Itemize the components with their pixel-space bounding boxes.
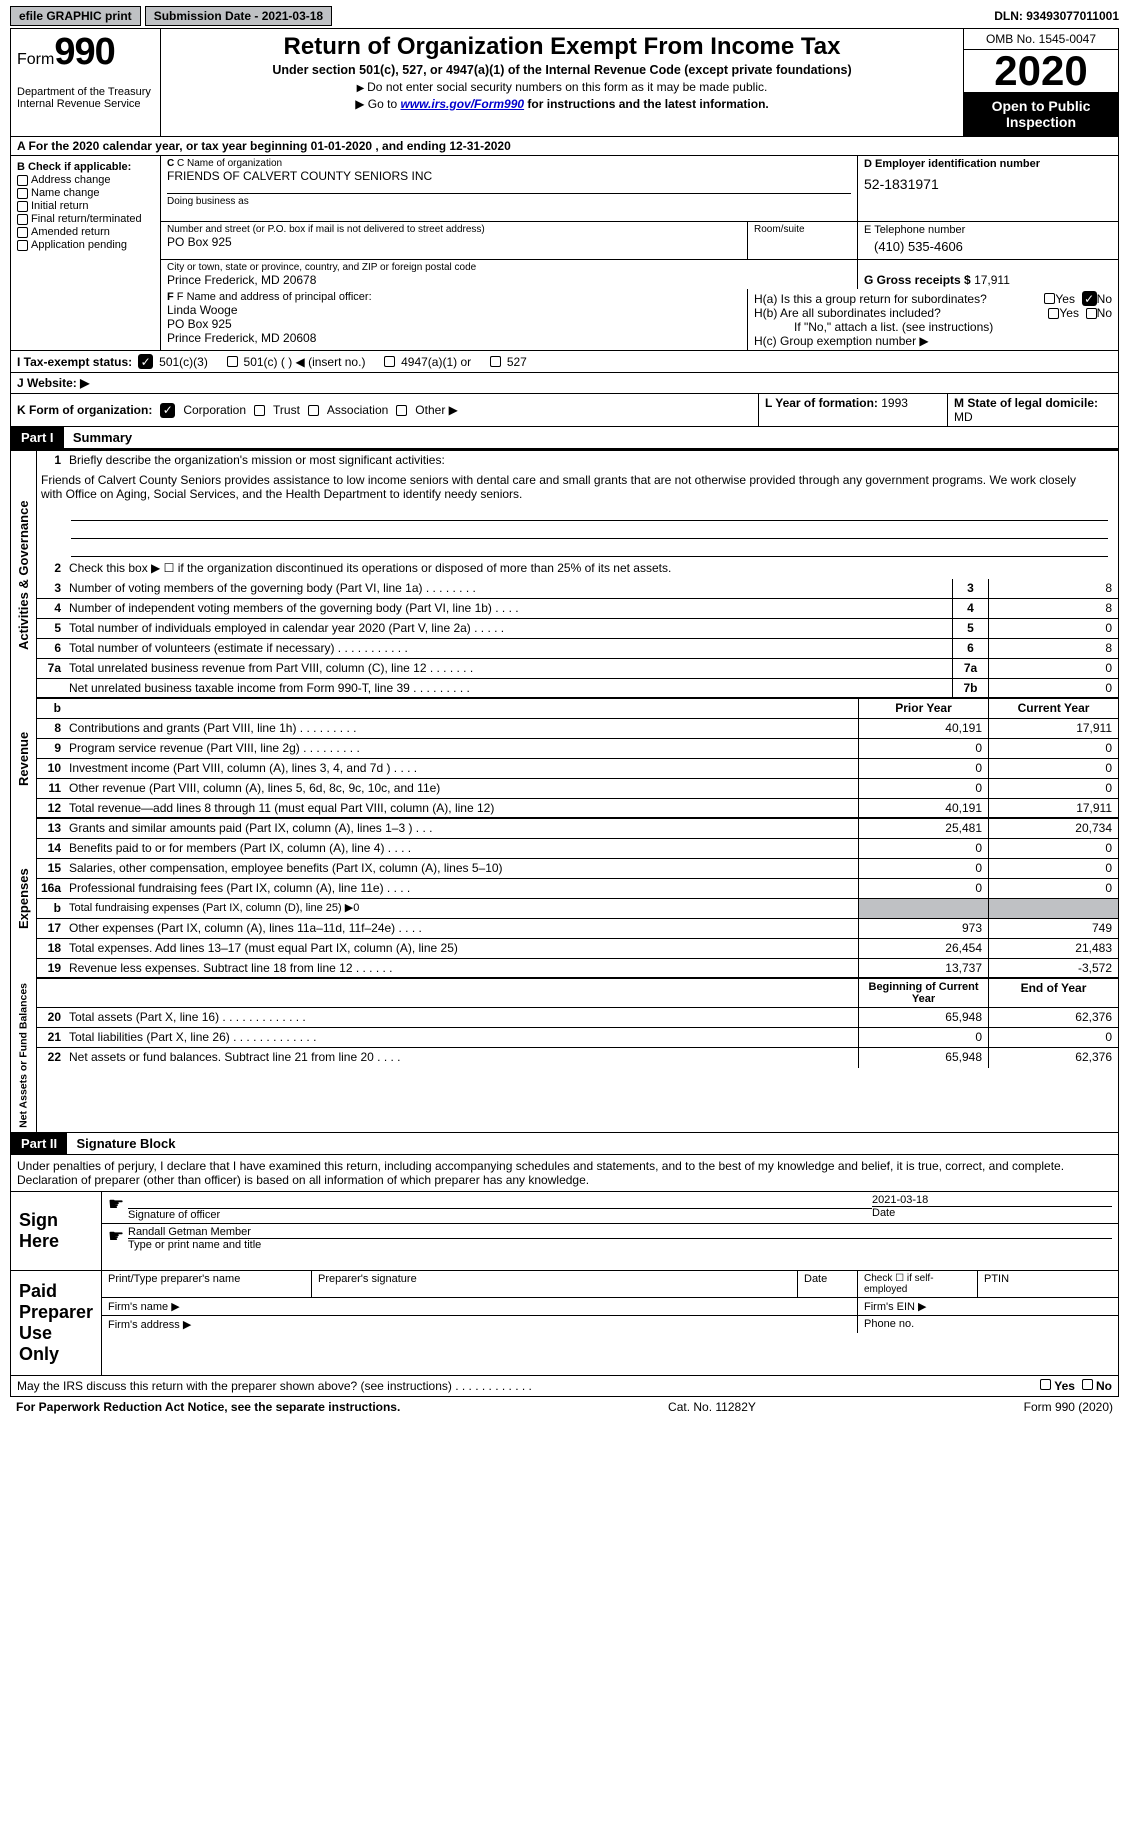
net22-curr: 62,376	[988, 1048, 1118, 1068]
org-info-block: C C Name of organization FRIENDS OF CALV…	[161, 156, 1118, 289]
form-title-block: Return of Organization Exempt From Incom…	[161, 29, 963, 136]
year-formation: 1993	[881, 396, 908, 410]
form-header: Form990 Department of the Treasury Inter…	[10, 28, 1119, 137]
dba-label: Doing business as	[167, 193, 851, 207]
dln: DLN: 93493077011001	[994, 9, 1119, 23]
instructions-link-row: ▶ Go to www.irs.gov/Form990 for instruct…	[167, 97, 957, 111]
public-inspection: Open to Public Inspection	[964, 92, 1118, 136]
org-name-label: C C Name of organization	[167, 158, 851, 169]
form-id-block: Form990 Department of the Treasury Inter…	[11, 29, 161, 136]
footer: For Paperwork Reduction Act Notice, see …	[10, 1397, 1119, 1417]
application-pending-checkbox[interactable]	[17, 240, 28, 251]
line7b-val: 0	[988, 679, 1118, 697]
form-990-page: efile GRAPHIC print Submission Date - 20…	[0, 0, 1129, 1423]
catalog-number: Cat. No. 11282Y	[668, 1400, 756, 1414]
section-f-h: F F Name and address of principal office…	[10, 289, 1119, 351]
assoc-checkbox[interactable]	[308, 405, 319, 416]
section-b-to-g: B Check if applicable: Address change Na…	[10, 156, 1119, 289]
final-return-checkbox[interactable]	[17, 214, 28, 225]
part2-header: Part II Signature Block	[10, 1133, 1119, 1155]
trust-checkbox[interactable]	[254, 405, 265, 416]
line3-val: 8	[988, 579, 1118, 598]
tax-year: 2020	[964, 50, 1118, 92]
phone-block: E Telephone number (410) 535-4606	[858, 222, 1118, 259]
rev12-curr: 17,911	[988, 799, 1118, 817]
corp-checkbox[interactable]: ✓	[160, 403, 175, 418]
revenue-section: Revenue bPrior YearCurrent Year 8Contrib…	[10, 699, 1119, 819]
address-change-checkbox[interactable]	[17, 175, 28, 186]
paid-preparer-block: Paid Preparer Use Only Print/Type prepar…	[10, 1271, 1119, 1376]
org-city: Prince Frederick, MD 20678	[167, 273, 851, 287]
check-if-applicable: B Check if applicable: Address change Na…	[11, 156, 161, 289]
signature-arrow-icon: ☛	[108, 1226, 128, 1251]
submission-date-button[interactable]: Submission Date - 2021-03-18	[145, 6, 332, 26]
hb-yes-checkbox[interactable]	[1048, 308, 1059, 319]
website-row: J Website: ▶	[17, 376, 89, 390]
exp19-curr: -3,572	[988, 959, 1118, 977]
year-block: OMB No. 1545-0047 2020 Open to Public In…	[963, 29, 1118, 136]
phone-value: (410) 535-4606	[864, 236, 1112, 257]
perjury-declaration: Under penalties of perjury, I declare th…	[10, 1155, 1119, 1192]
other-checkbox[interactable]	[396, 405, 407, 416]
gross-receipts: 17,911	[974, 273, 1010, 287]
net-assets-section: Net Assets or Fund Balances Beginning of…	[10, 979, 1119, 1133]
form-title: Return of Organization Exempt From Incom…	[167, 33, 957, 61]
ha-no-checkbox[interactable]: ✓	[1082, 291, 1097, 306]
part1-header: Part I Summary	[10, 427, 1119, 449]
ssn-hint: Do not enter social security numbers on …	[167, 80, 957, 94]
line6-val: 8	[988, 639, 1118, 658]
line7a-val: 0	[988, 659, 1118, 678]
amended-return-checkbox[interactable]	[17, 227, 28, 238]
officer-signature-name: Randall Getman Member	[128, 1226, 1112, 1238]
irs-link[interactable]: www.irs.gov/Form990	[400, 97, 524, 111]
ein-block: D Employer identification number 52-1831…	[858, 156, 1118, 221]
activities-governance-section: Activities & Governance 1Briefly describ…	[10, 449, 1119, 699]
state-domicile: MD	[954, 410, 973, 424]
org-address: PO Box 925	[167, 235, 741, 249]
irs-discuss-row: May the IRS discuss this return with the…	[10, 1376, 1119, 1397]
topbar: efile GRAPHIC print Submission Date - 20…	[10, 6, 1119, 26]
mission-text: Friends of Calvert County Seniors provid…	[37, 471, 1118, 503]
501c3-checkbox[interactable]: ✓	[138, 354, 153, 369]
527-checkbox[interactable]	[490, 356, 501, 367]
treasury-dept: Department of the Treasury Internal Reve…	[17, 86, 154, 110]
ha-yes-checkbox[interactable]	[1044, 293, 1055, 304]
tax-year-row: A For the 2020 calendar year, or tax yea…	[10, 137, 1119, 156]
initial-return-checkbox[interactable]	[17, 201, 28, 212]
name-change-checkbox[interactable]	[17, 188, 28, 199]
hb-no-checkbox[interactable]	[1086, 308, 1097, 319]
section-i-j-k: I Tax-exempt status: ✓501(c)(3) 501(c) (…	[10, 351, 1119, 427]
4947-checkbox[interactable]	[384, 356, 395, 367]
officer-name: Linda Wooge	[167, 303, 741, 317]
line4-val: 8	[988, 599, 1118, 618]
group-exemption: H(c) Group exemption number ▶	[754, 334, 1112, 348]
form-subtitle: Under section 501(c), 527, or 4947(a)(1)…	[167, 63, 957, 77]
rev8-curr: 17,911	[988, 719, 1118, 738]
501c-checkbox[interactable]	[227, 356, 238, 367]
discuss-no-checkbox[interactable]	[1082, 1379, 1093, 1390]
efile-print-button[interactable]: efile GRAPHIC print	[10, 6, 141, 26]
signature-arrow-icon: ☛	[108, 1194, 128, 1221]
sign-here-block: Sign Here ☛Signature of officer2021-03-1…	[10, 1192, 1119, 1271]
org-name: FRIENDS OF CALVERT COUNTY SENIORS INC	[167, 169, 851, 183]
line5-val: 0	[988, 619, 1118, 638]
ein-value: 52-1831971	[864, 170, 1112, 198]
discuss-yes-checkbox[interactable]	[1040, 1379, 1051, 1390]
expenses-section: Expenses 13Grants and similar amounts pa…	[10, 819, 1119, 979]
